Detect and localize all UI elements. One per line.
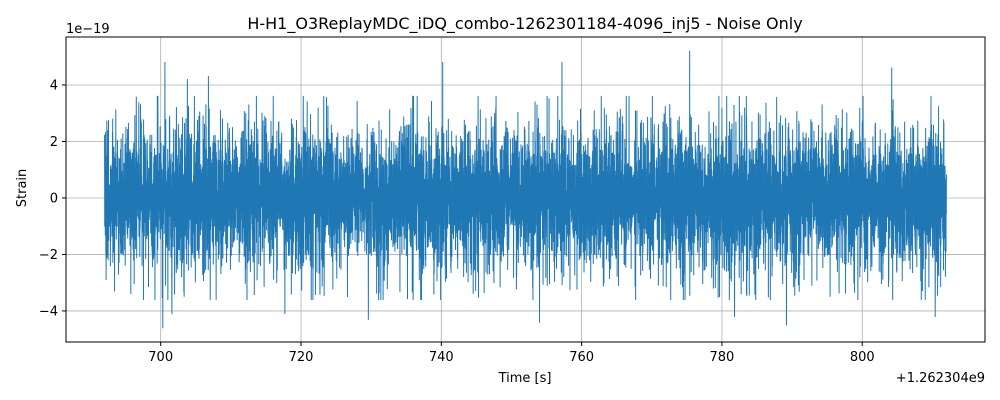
y-tick-label: 0 bbox=[50, 191, 58, 206]
axes-frame bbox=[65, 36, 986, 343]
x-offset-label: +1.262304e9 bbox=[896, 371, 985, 386]
y-scale-label: 1e−19 bbox=[66, 22, 110, 37]
x-tick-label: 760 bbox=[569, 350, 594, 365]
strain-series-line bbox=[104, 50, 947, 329]
y-axis-label: Strain bbox=[15, 169, 30, 208]
plot-area bbox=[104, 50, 947, 329]
y-tick-label: −2 bbox=[39, 248, 58, 263]
x-tick-label: 700 bbox=[148, 350, 173, 365]
x-tick-label: 780 bbox=[710, 350, 735, 365]
x-tick-label: 720 bbox=[289, 350, 314, 365]
x-tick-label: 800 bbox=[850, 350, 875, 365]
y-tick-label: 4 bbox=[50, 79, 58, 94]
chart-title: H-H1_O3ReplayMDC_iDQ_combo-1262301184-40… bbox=[247, 14, 802, 34]
x-tick-label: 740 bbox=[429, 350, 454, 365]
x-axis-label: Time [s] bbox=[498, 371, 552, 386]
ticks: 700 720 740 760 780 800 −4 −2 0 2 4 bbox=[39, 79, 875, 365]
y-tick-label: 2 bbox=[50, 135, 58, 150]
y-tick-label: −4 bbox=[39, 304, 58, 319]
